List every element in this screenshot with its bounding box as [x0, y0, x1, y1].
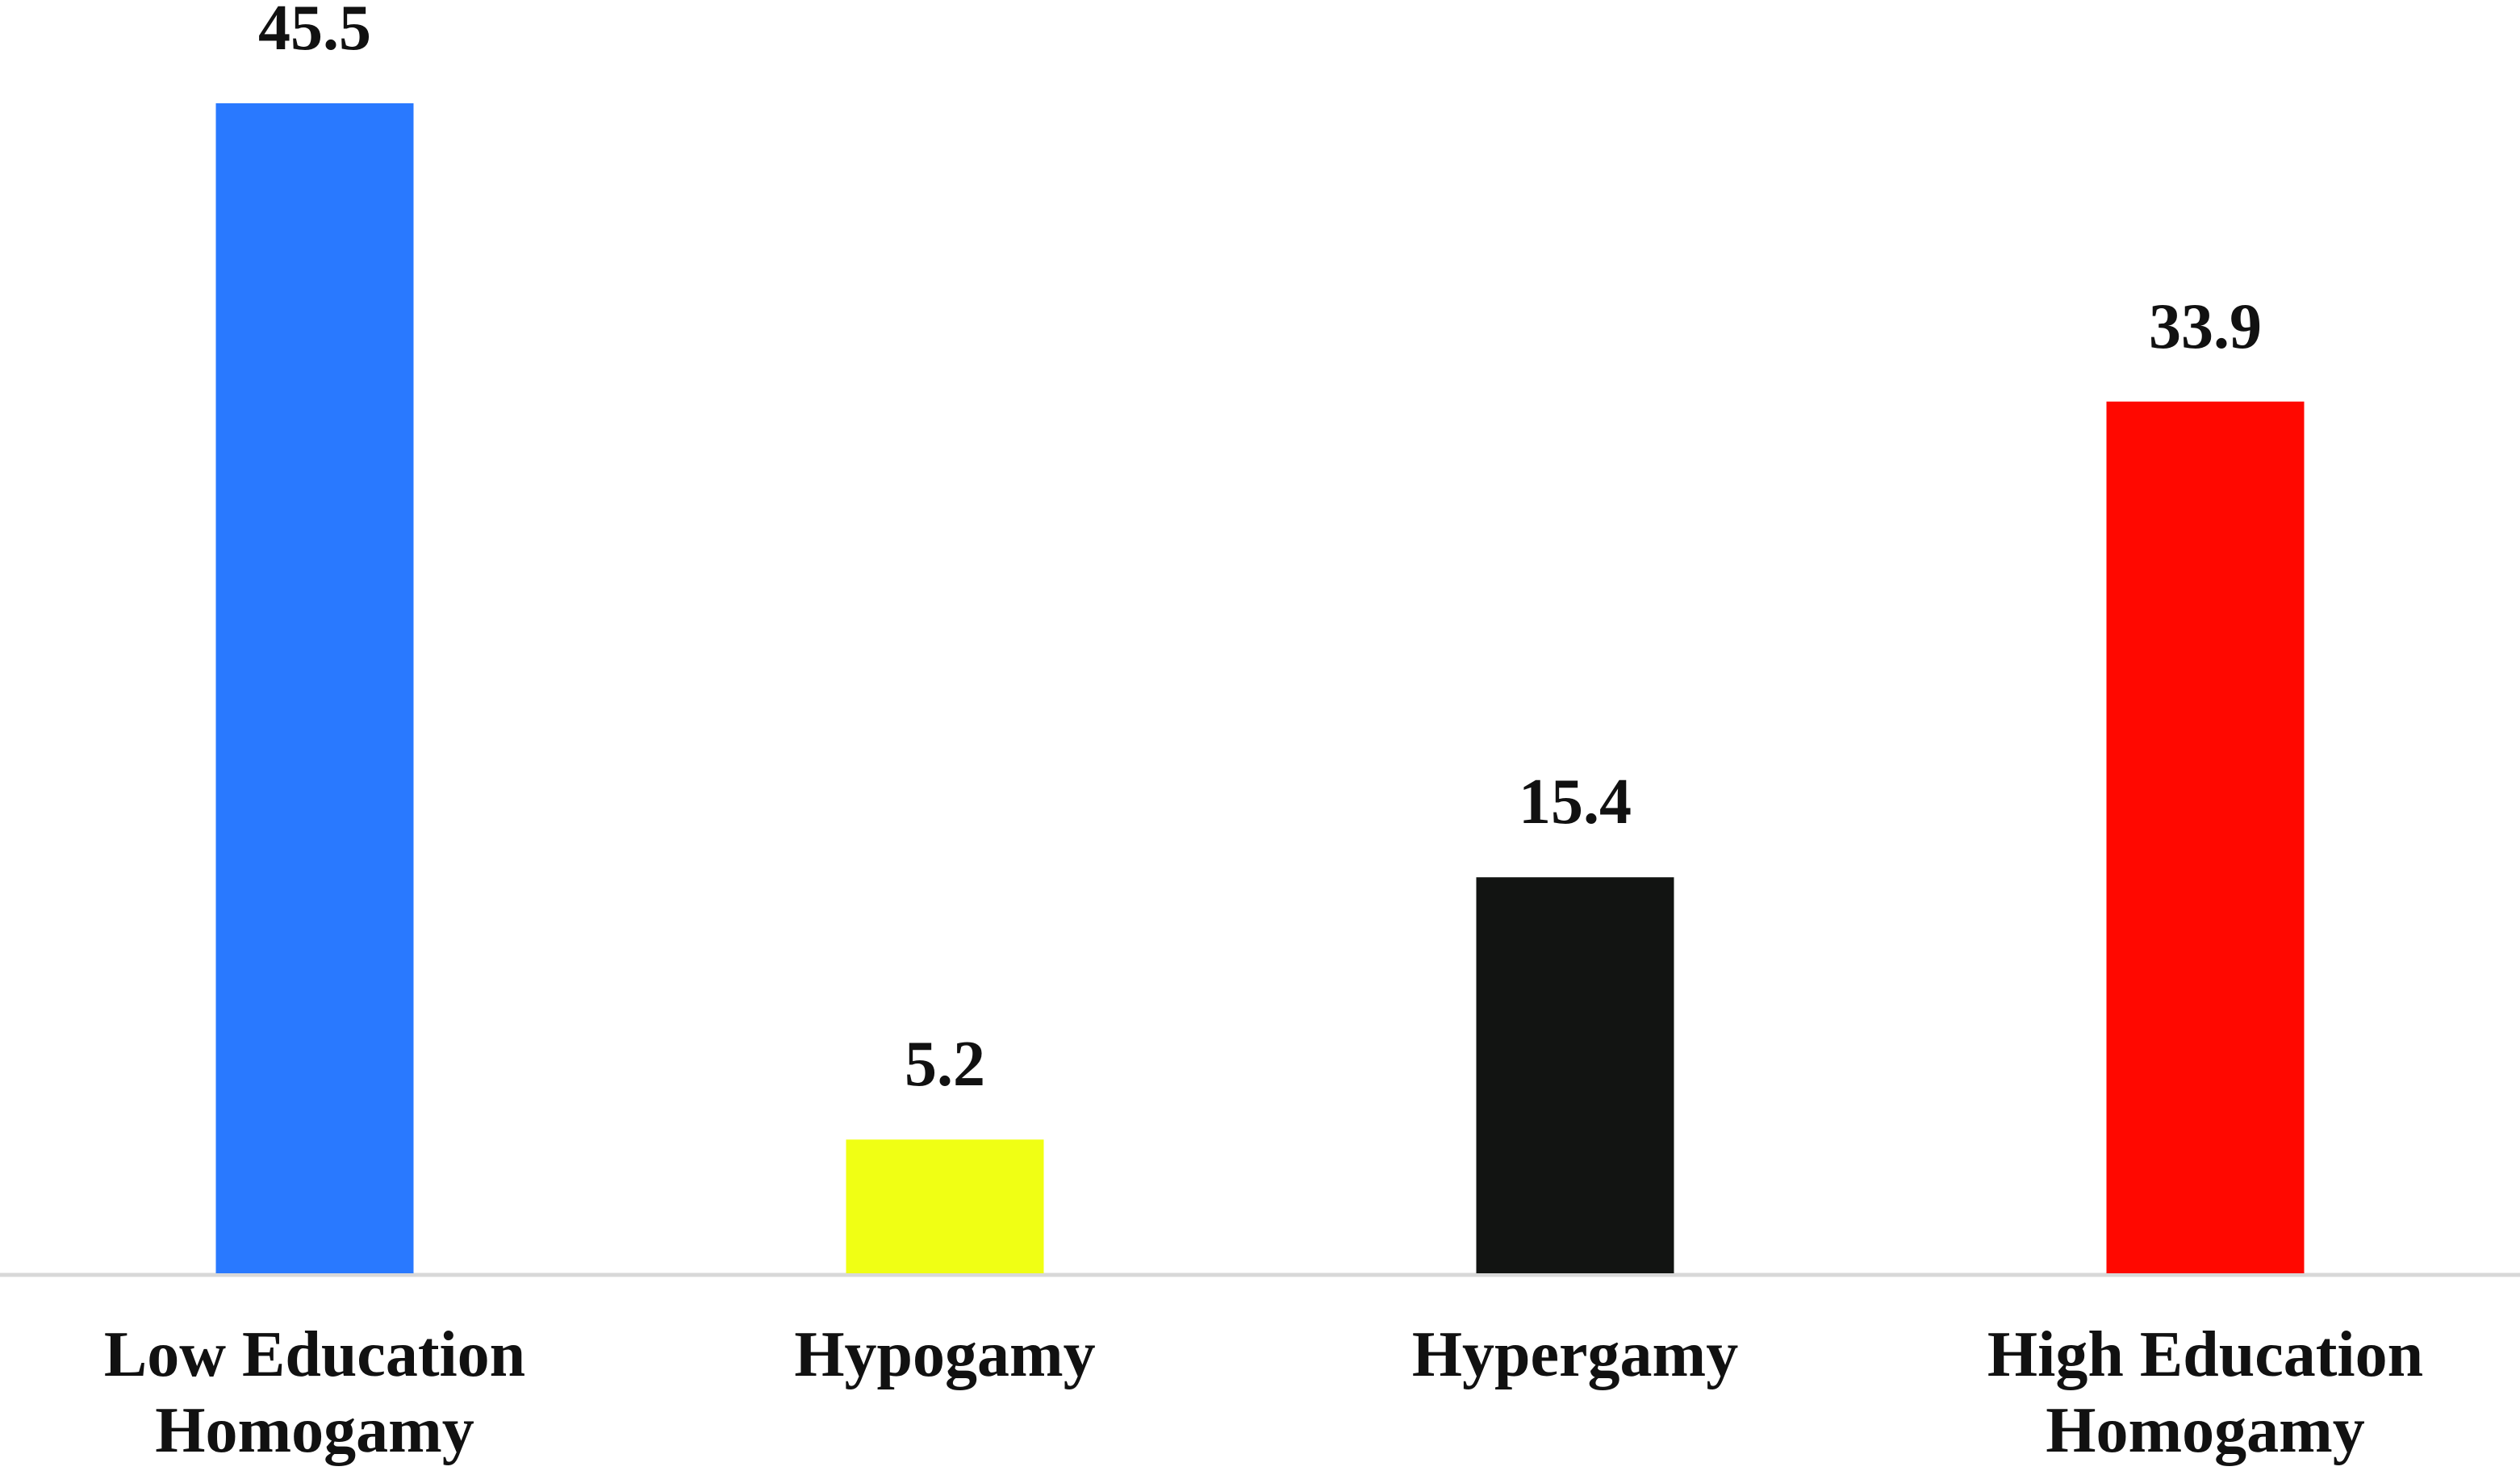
value-label: 45.5: [258, 0, 371, 64]
value-label: 33.9: [2149, 290, 2262, 362]
x-tick-label: Low Education Homogamy: [103, 1319, 526, 1466]
x-tick-label: Hypogamy: [794, 1319, 1096, 1390]
x-tick-label: Hypergamy: [1411, 1319, 1739, 1390]
x-tick-label: High Education Homogamy: [1987, 1319, 2424, 1466]
bar: [215, 103, 414, 1273]
bar: [846, 1139, 1044, 1273]
bar: [1476, 877, 1674, 1273]
bar: [2106, 401, 2305, 1274]
value-label: 5.2: [905, 1029, 985, 1101]
value-label: 15.4: [1519, 767, 1632, 838]
